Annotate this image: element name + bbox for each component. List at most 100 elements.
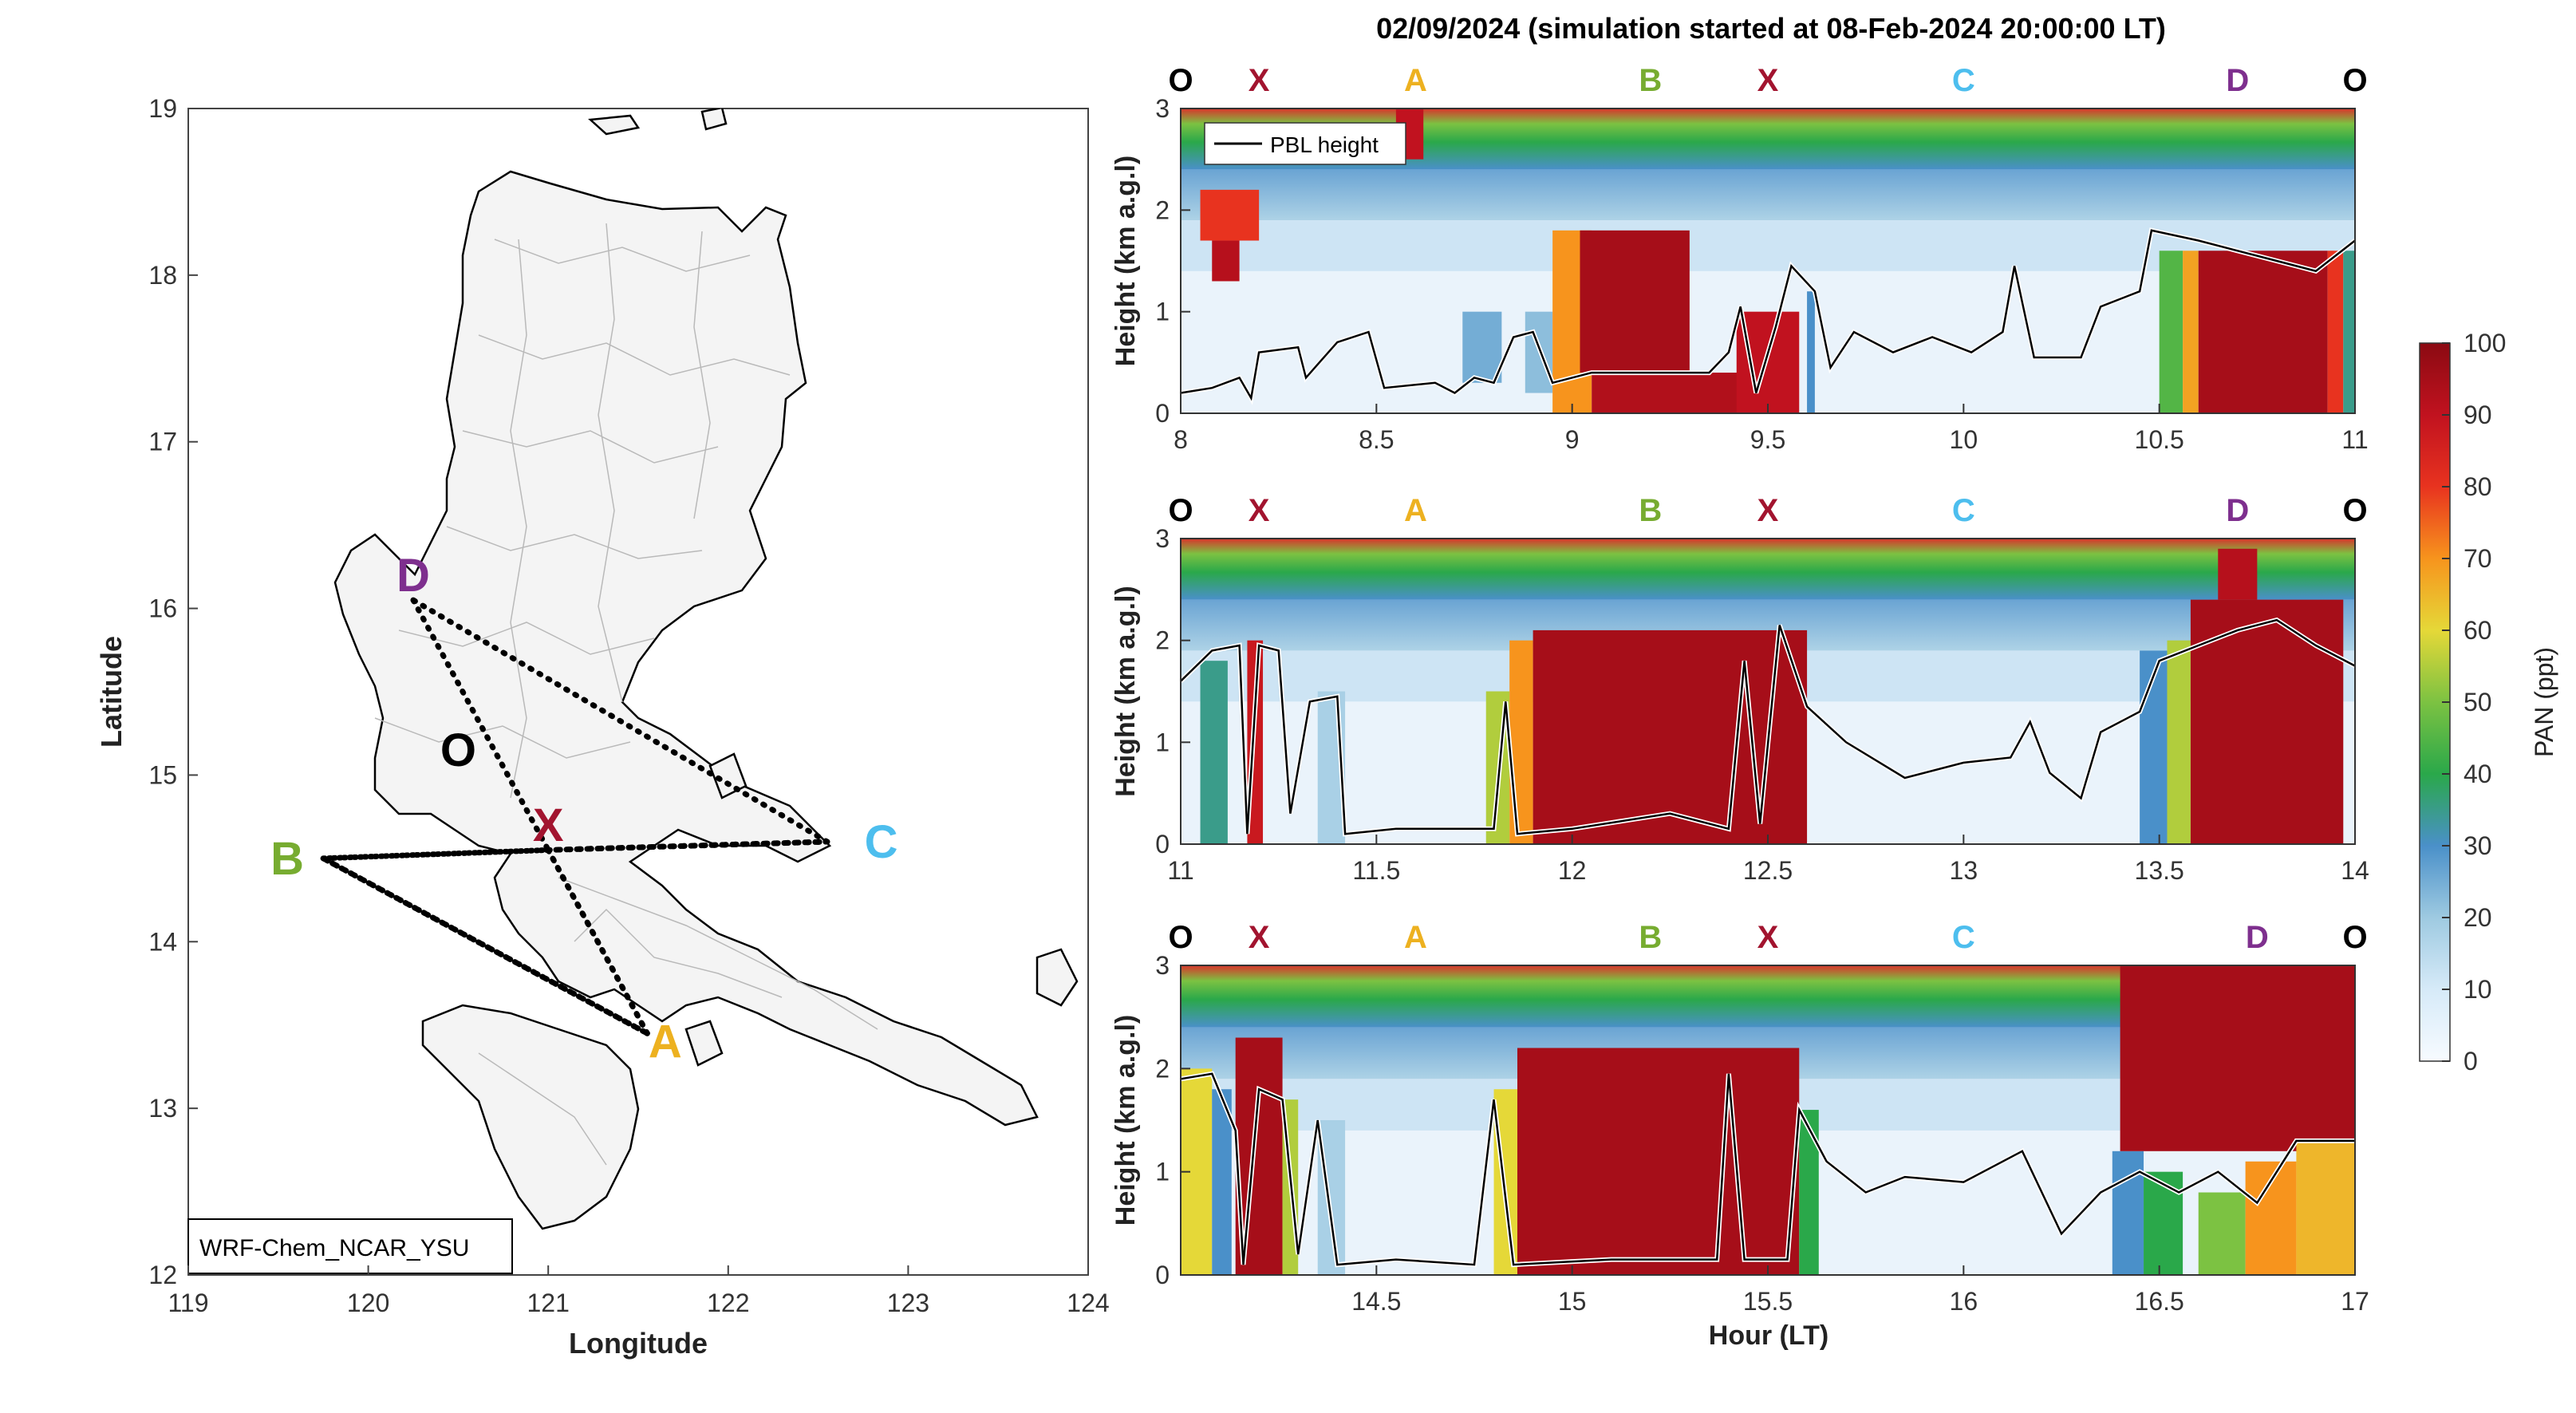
route-segment — [410, 597, 830, 845]
y-tick-label: 2 — [1155, 1054, 1170, 1083]
x-tick-label: 15.5 — [1743, 1287, 1793, 1316]
pan-cell — [1580, 230, 1690, 373]
pan-cell — [1517, 1048, 1800, 1275]
x-tick-label: 11 — [2341, 425, 2368, 454]
pbl-line — [1180, 229, 2356, 401]
colorbar-tick-label: 30 — [2464, 831, 2492, 860]
y-tick-label: 3 — [1155, 524, 1170, 553]
pan-cell — [1736, 311, 1800, 413]
x-tick-label: 15 — [1558, 1287, 1587, 1316]
figure-title: 02/09/2024 (simulation started at 08-Feb… — [1376, 12, 2166, 45]
colorbar-tick-label: 80 — [2464, 472, 2492, 501]
map-site-label-x: X — [533, 799, 564, 851]
site-marker-x: X — [1757, 920, 1779, 955]
map-xlabel: Longitude — [569, 1327, 708, 1360]
map-site-label-o: O — [440, 724, 476, 776]
map-y-tick-label: 15 — [148, 760, 177, 789]
site-marker-x: X — [1249, 920, 1270, 955]
pan-cell — [2296, 1140, 2355, 1275]
colorbar-tick-label: 50 — [2464, 688, 2492, 716]
site-marker-o: O — [1168, 493, 1193, 528]
site-marker-o: O — [1168, 63, 1193, 98]
site-labels: D O X B C A — [270, 550, 897, 1068]
map-x-tick-label: 122 — [707, 1289, 749, 1317]
map-x-tick-label: 123 — [887, 1289, 929, 1317]
route-segment — [320, 855, 650, 1036]
babuyan-island — [588, 114, 641, 136]
x-tick-label: 14.5 — [1351, 1287, 1401, 1316]
pan-cell — [2198, 251, 2328, 413]
map-y-tick-label: 19 — [148, 94, 177, 123]
colorbar-tick-label: 10 — [2464, 975, 2492, 1004]
province-boundaries — [374, 223, 878, 1166]
x-tick-label: 11 — [1167, 856, 1193, 885]
panel3-xlabel: Hour (LT) — [1709, 1320, 1828, 1351]
legend-label: PBL height — [1270, 132, 1379, 157]
site-marker-x: X — [1249, 493, 1270, 528]
pan-cell — [1509, 640, 1533, 844]
colorbar-tick-label: 60 — [2464, 616, 2492, 645]
map-x-tick-label: 124 — [1067, 1289, 1109, 1317]
map-x-tick-label: 120 — [347, 1289, 389, 1317]
site-marker-c: C — [1952, 493, 1975, 528]
x-tick-label: 9 — [1565, 425, 1580, 454]
map-y-tick-label: 17 — [148, 428, 177, 456]
y-tick-label: 2 — [1155, 626, 1170, 655]
x-tick-label: 11.5 — [1352, 856, 1400, 885]
pan-cell — [2167, 640, 2191, 844]
x-tick-label: 12.5 — [1743, 856, 1793, 885]
pan-cell — [1200, 661, 1228, 844]
map-y-tick-label: 16 — [148, 594, 177, 623]
map-ylabel: Latitude — [95, 636, 128, 748]
catanduanes-island — [1036, 948, 1079, 1007]
site-marker-b: B — [1639, 63, 1662, 98]
pan-cell — [1799, 1110, 1819, 1275]
map-site-label-d: D — [396, 550, 430, 602]
site-marker-o: O — [2342, 63, 2367, 98]
map-y-tick-label: 12 — [148, 1261, 177, 1289]
site-marker-o: O — [2342, 493, 2367, 528]
colorbar-tick-label: 40 — [2464, 760, 2492, 788]
babuyan-island-2 — [700, 109, 728, 131]
site-marker-c: C — [1952, 63, 1975, 98]
pan-cell — [1807, 291, 1815, 413]
y-axis-label: Height (km a.g.l) — [1110, 1015, 1141, 1226]
route-segment — [320, 847, 551, 862]
site-marker-x: X — [1249, 63, 1270, 98]
luzon-landmass — [333, 170, 1039, 1127]
pan-cell — [2159, 251, 2183, 413]
model-label: WRF-Chem_NCAR_YSU — [199, 1235, 469, 1261]
x-tick-label: 17 — [2341, 1287, 2369, 1316]
x-tick-label: 13.5 — [2135, 856, 2184, 885]
pan-upper-band — [1181, 539, 2355, 600]
y-tick-label: 0 — [1155, 830, 1170, 858]
pan-cell — [2218, 548, 2258, 600]
x-tick-label: 13 — [1950, 856, 1978, 885]
y-tick-label: 0 — [1155, 1261, 1170, 1289]
map-site-label-c: C — [865, 816, 898, 868]
mindoro-island — [421, 1004, 640, 1230]
y-tick-label: 1 — [1155, 298, 1170, 326]
pan-cell — [1212, 240, 1240, 282]
site-marker-a: A — [1404, 493, 1427, 528]
map-y-tick-label: 18 — [148, 261, 177, 290]
site-marker-a: A — [1404, 63, 1427, 98]
map-y-tick-label: 13 — [148, 1094, 177, 1123]
y-tick-label: 3 — [1155, 94, 1170, 123]
y-axis-label: Height (km a.g.l) — [1110, 586, 1141, 796]
route-lines — [320, 597, 830, 1036]
x-tick-label: 9.5 — [1750, 425, 1785, 454]
model-label-box — [187, 1218, 513, 1274]
map-x-tick-label: 119 — [168, 1289, 208, 1317]
site-marker-d: D — [2246, 920, 2269, 955]
x-tick-label: 10 — [1950, 425, 1978, 454]
map-y-ticks: 12 13 14 15 16 17 18 19 — [148, 94, 198, 1289]
pan-cell — [2144, 1171, 2183, 1275]
pan-cell — [2190, 599, 2344, 844]
colorbar-tick-label: 90 — [2464, 401, 2492, 429]
colorbar-ticks: 0 10 20 30 40 50 60 70 80 90 100 — [2442, 329, 2506, 1076]
site-marker-x: X — [1757, 63, 1779, 98]
pan-cell — [2140, 650, 2168, 844]
y-tick-label: 3 — [1155, 951, 1170, 980]
